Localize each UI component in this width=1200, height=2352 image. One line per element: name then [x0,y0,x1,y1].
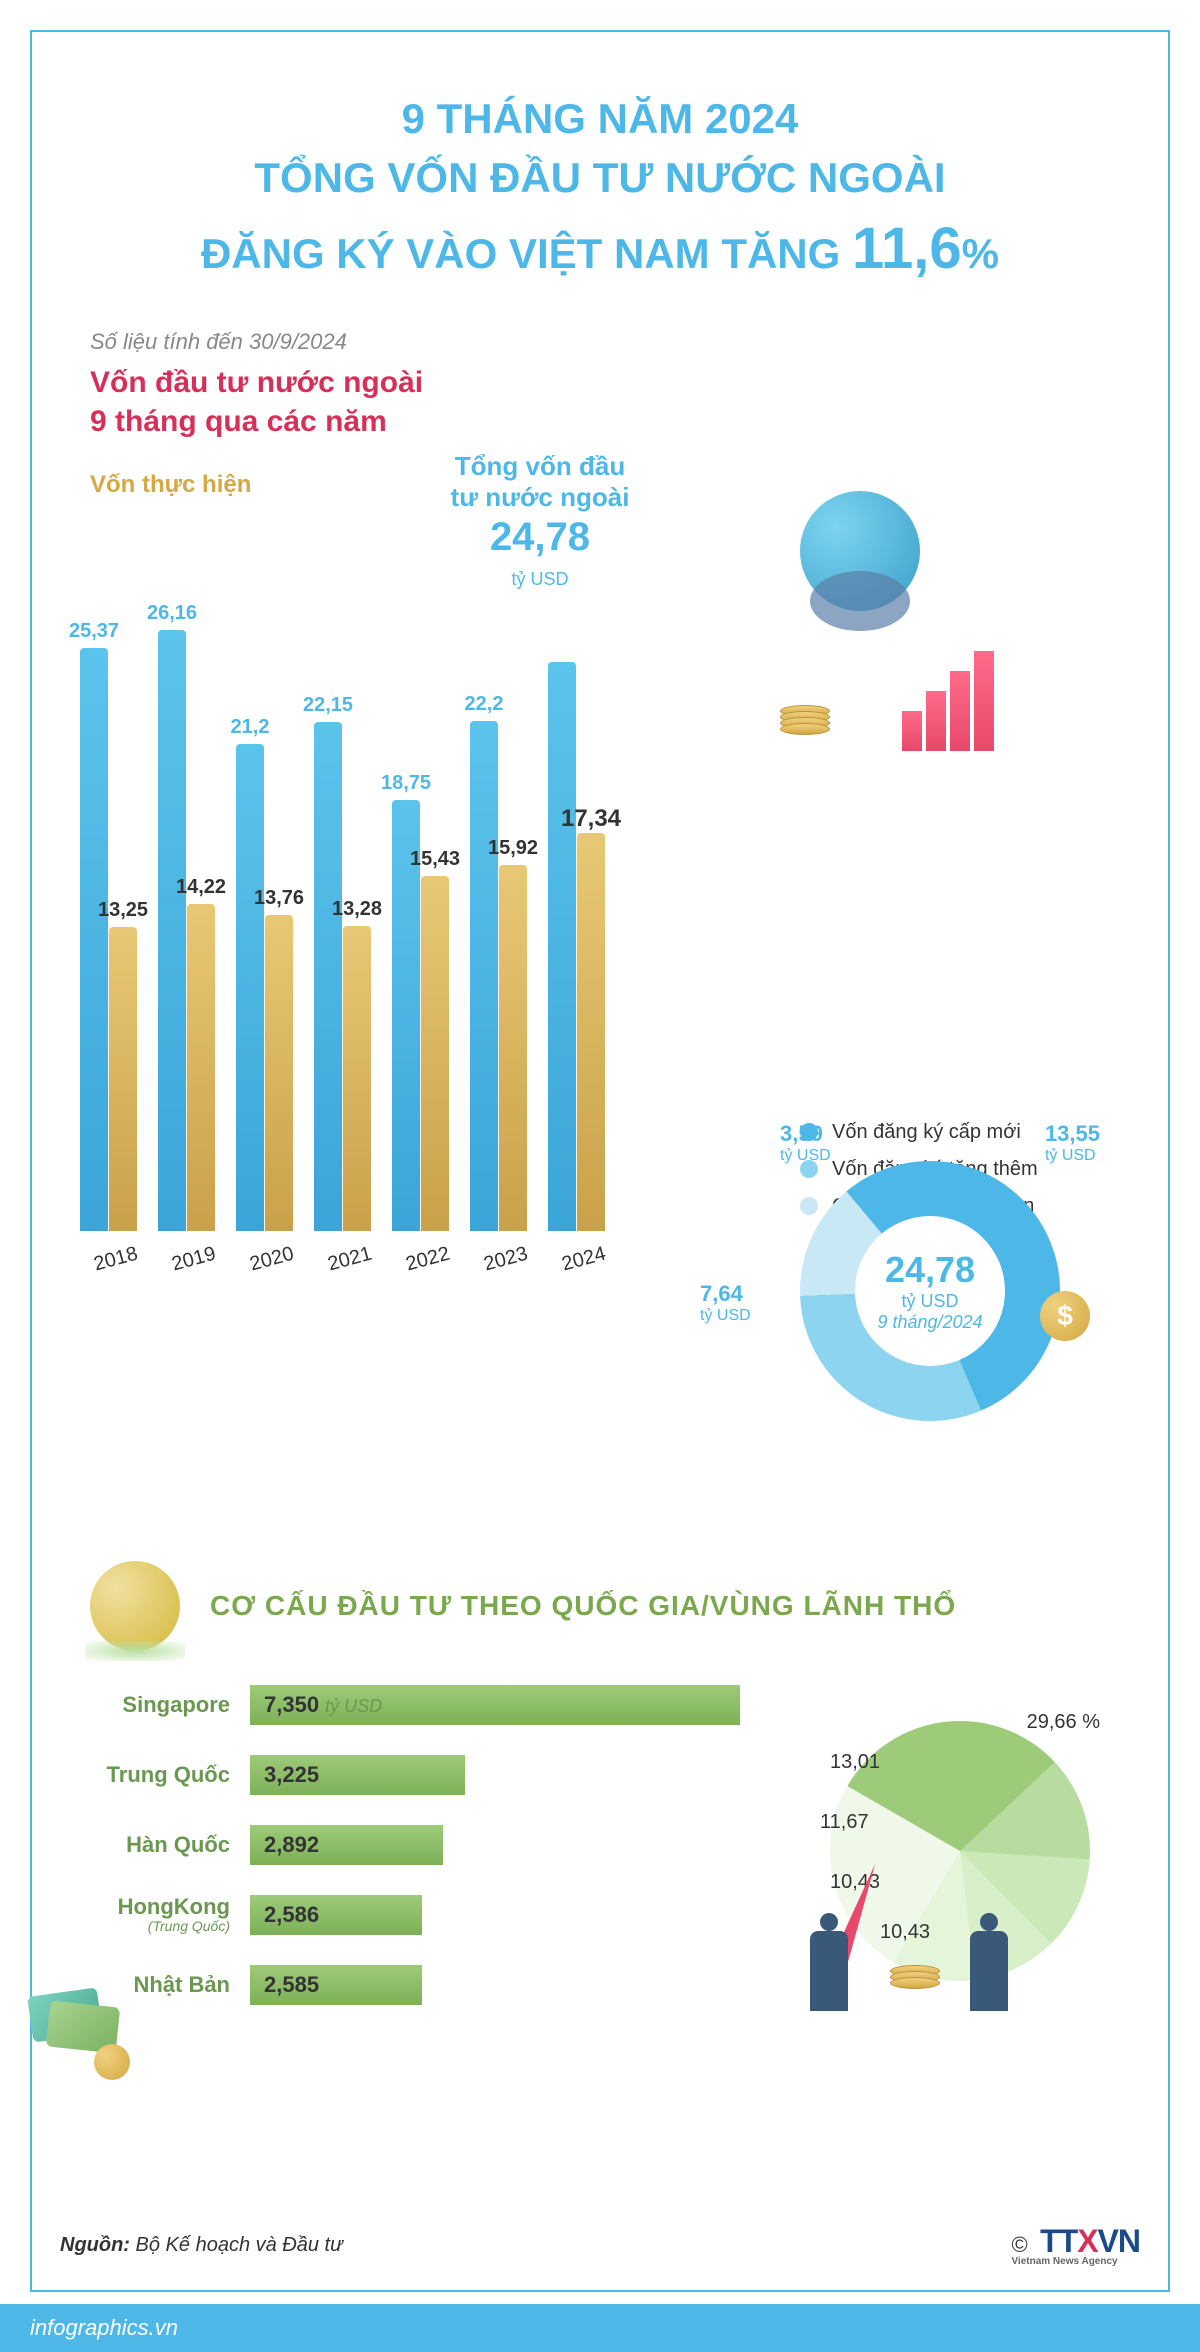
bar-value: 22,15 [303,694,353,717]
legend-dot [800,1197,818,1215]
bottom-bar: infographics.vn [0,2304,1200,2352]
blue-highlight-unit: tỷ USD [511,569,568,589]
investment-illustration [720,471,1080,771]
donut-ring: 24,78 tỷ USD 9 tháng/2024 $ [800,1161,1060,1421]
donut-center: 24,78 tỷ USD 9 tháng/2024 [877,1249,982,1333]
donut-center-unit: tỷ USD [877,1291,982,1312]
logo-block: © TTXVNVietnam News Agency [1011,2223,1140,2267]
bar-blue: 22,2 [470,721,498,1231]
person-icon [810,1931,848,2011]
bar-gold: 13,25 [109,927,137,1231]
bar-blue: 22,15 [314,722,342,1231]
coin-stack-icon [890,1971,950,2011]
bar-gold: 13,76 [265,915,293,1231]
country-value: 2,586 [264,1902,319,1928]
pie-label-1: 13,01 [830,1751,880,1774]
bar-blue: 26,16 [158,630,186,1231]
donut-center-sub: 9 tháng/2024 [877,1312,982,1333]
bar-value: 15,43 [410,848,460,871]
bar-value: 18,75 [381,772,431,795]
year-label: 2019 [170,1242,219,1276]
bar-blue: 25,37 [80,648,108,1231]
pie-area: 29,66 % 13,01 11,67 10,43 10,43 [770,1681,1110,2031]
bar-value: 21,2 [231,716,270,739]
bar-gold: 15,43 [421,876,449,1230]
money-icon [30,1992,130,2072]
ttxvn-logo: TTXVNVietnam News Agency [1011,2223,1140,2267]
bar-gold: 15,92 [499,865,527,1231]
donut-label-1: 13,55tỷ USD [1045,1121,1100,1165]
pie-label-2: 11,67 [820,1811,869,1834]
analysis-illustration [790,1851,1070,2011]
gold-globe-icon [90,1561,180,1651]
bar-value: 22,2 [465,693,504,716]
bar-value: 15,92 [488,837,538,860]
blue-series-label: Tổng vốn đầu tư nước ngoài 24,78 tỷ USD [440,451,640,593]
dollar-icon: $ [1040,1291,1090,1341]
bar-value: 25,37 [69,620,119,643]
country-value: 3,225 [264,1762,319,1788]
bar-value: 26,16 [147,602,197,625]
year-label: 2018 [92,1242,141,1276]
country-bar: 2,585 [250,1965,422,2005]
country-bar: 7,350 tỷ USD [250,1685,740,1725]
footer: Nguồn: Bộ Kế hoạch và Đầu tư © TTXVNViet… [60,2223,1140,2267]
country-bar: 2,586 [250,1895,422,1935]
coin-stack-icon [780,711,840,751]
handshake-icon [810,571,910,631]
donut-center-value: 24,78 [877,1249,982,1291]
copyright-symbol: © [1011,2232,1027,2257]
bar-value: 13,25 [98,899,148,922]
donut-chart: 3,59tỷ USD 13,55tỷ USD 7,64tỷ USD 24,78 … [680,1121,1140,1501]
year-label: 2020 [248,1242,297,1276]
bar-value: 17,34 [561,805,621,833]
gold-series-label: Vốn thực hiện [90,471,251,499]
bar-gold: 14,22 [187,904,215,1231]
legend-text: Vốn đăng ký cấp mới [832,1121,1021,1144]
bar-group: 21,213,762020 [236,744,308,1231]
bar-group: 18,7515,432022 [392,800,464,1231]
bar-blue: 21,2 [236,744,264,1231]
infographic-page: 9 THÁNG NĂM 2024 TỔNG VỐN ĐẦU TƯ NƯỚC NG… [0,0,1200,2352]
donut-label-3: 3,59tỷ USD [780,1121,831,1165]
country-value: 7,350 tỷ USD [264,1692,382,1718]
person-icon [970,1931,1008,2011]
blue-highlight-value: 24,78 [440,513,640,561]
donut-label-2: 7,64tỷ USD [700,1281,751,1325]
bar-group: 24,7817,342024 [548,662,620,1231]
bar-chart: Vốn thực hiện Tổng vốn đầu tư nước ngoài… [60,471,640,1291]
country-bar: 2,892 [250,1825,443,1865]
country-bar: 3,225 [250,1755,465,1795]
bar-value: 14,22 [176,876,226,899]
pie-label-0: 29,66 % [1027,1711,1100,1734]
bar-group: 26,1614,222019 [158,630,230,1231]
year-label: 2021 [326,1242,375,1276]
bar-gold: 17,34 [577,833,605,1231]
bar-group: 22,215,922023 [470,721,542,1231]
year-label: 2022 [404,1242,453,1276]
bars-container: 25,3713,25201826,1614,22201921,213,76202… [80,611,620,1231]
year-label: 2024 [560,1242,609,1276]
source: Nguồn: Bộ Kế hoạch và Đầu tư [60,2234,343,2257]
bar-gold: 13,28 [343,926,371,1231]
bar-blue: 24,78 [548,662,576,1231]
blue-label-text: Tổng vốn đầu tư nước ngoài [451,451,630,512]
year-label: 2023 [482,1242,531,1276]
bar-group: 25,3713,252018 [80,648,152,1231]
bar-group: 22,1513,282021 [314,722,386,1231]
bar-value: 13,76 [254,887,304,910]
country-value: 2,585 [264,1972,319,1998]
bar-value: 13,28 [332,898,382,921]
rising-chart-icon [900,651,1040,751]
country-value: 2,892 [264,1832,319,1858]
